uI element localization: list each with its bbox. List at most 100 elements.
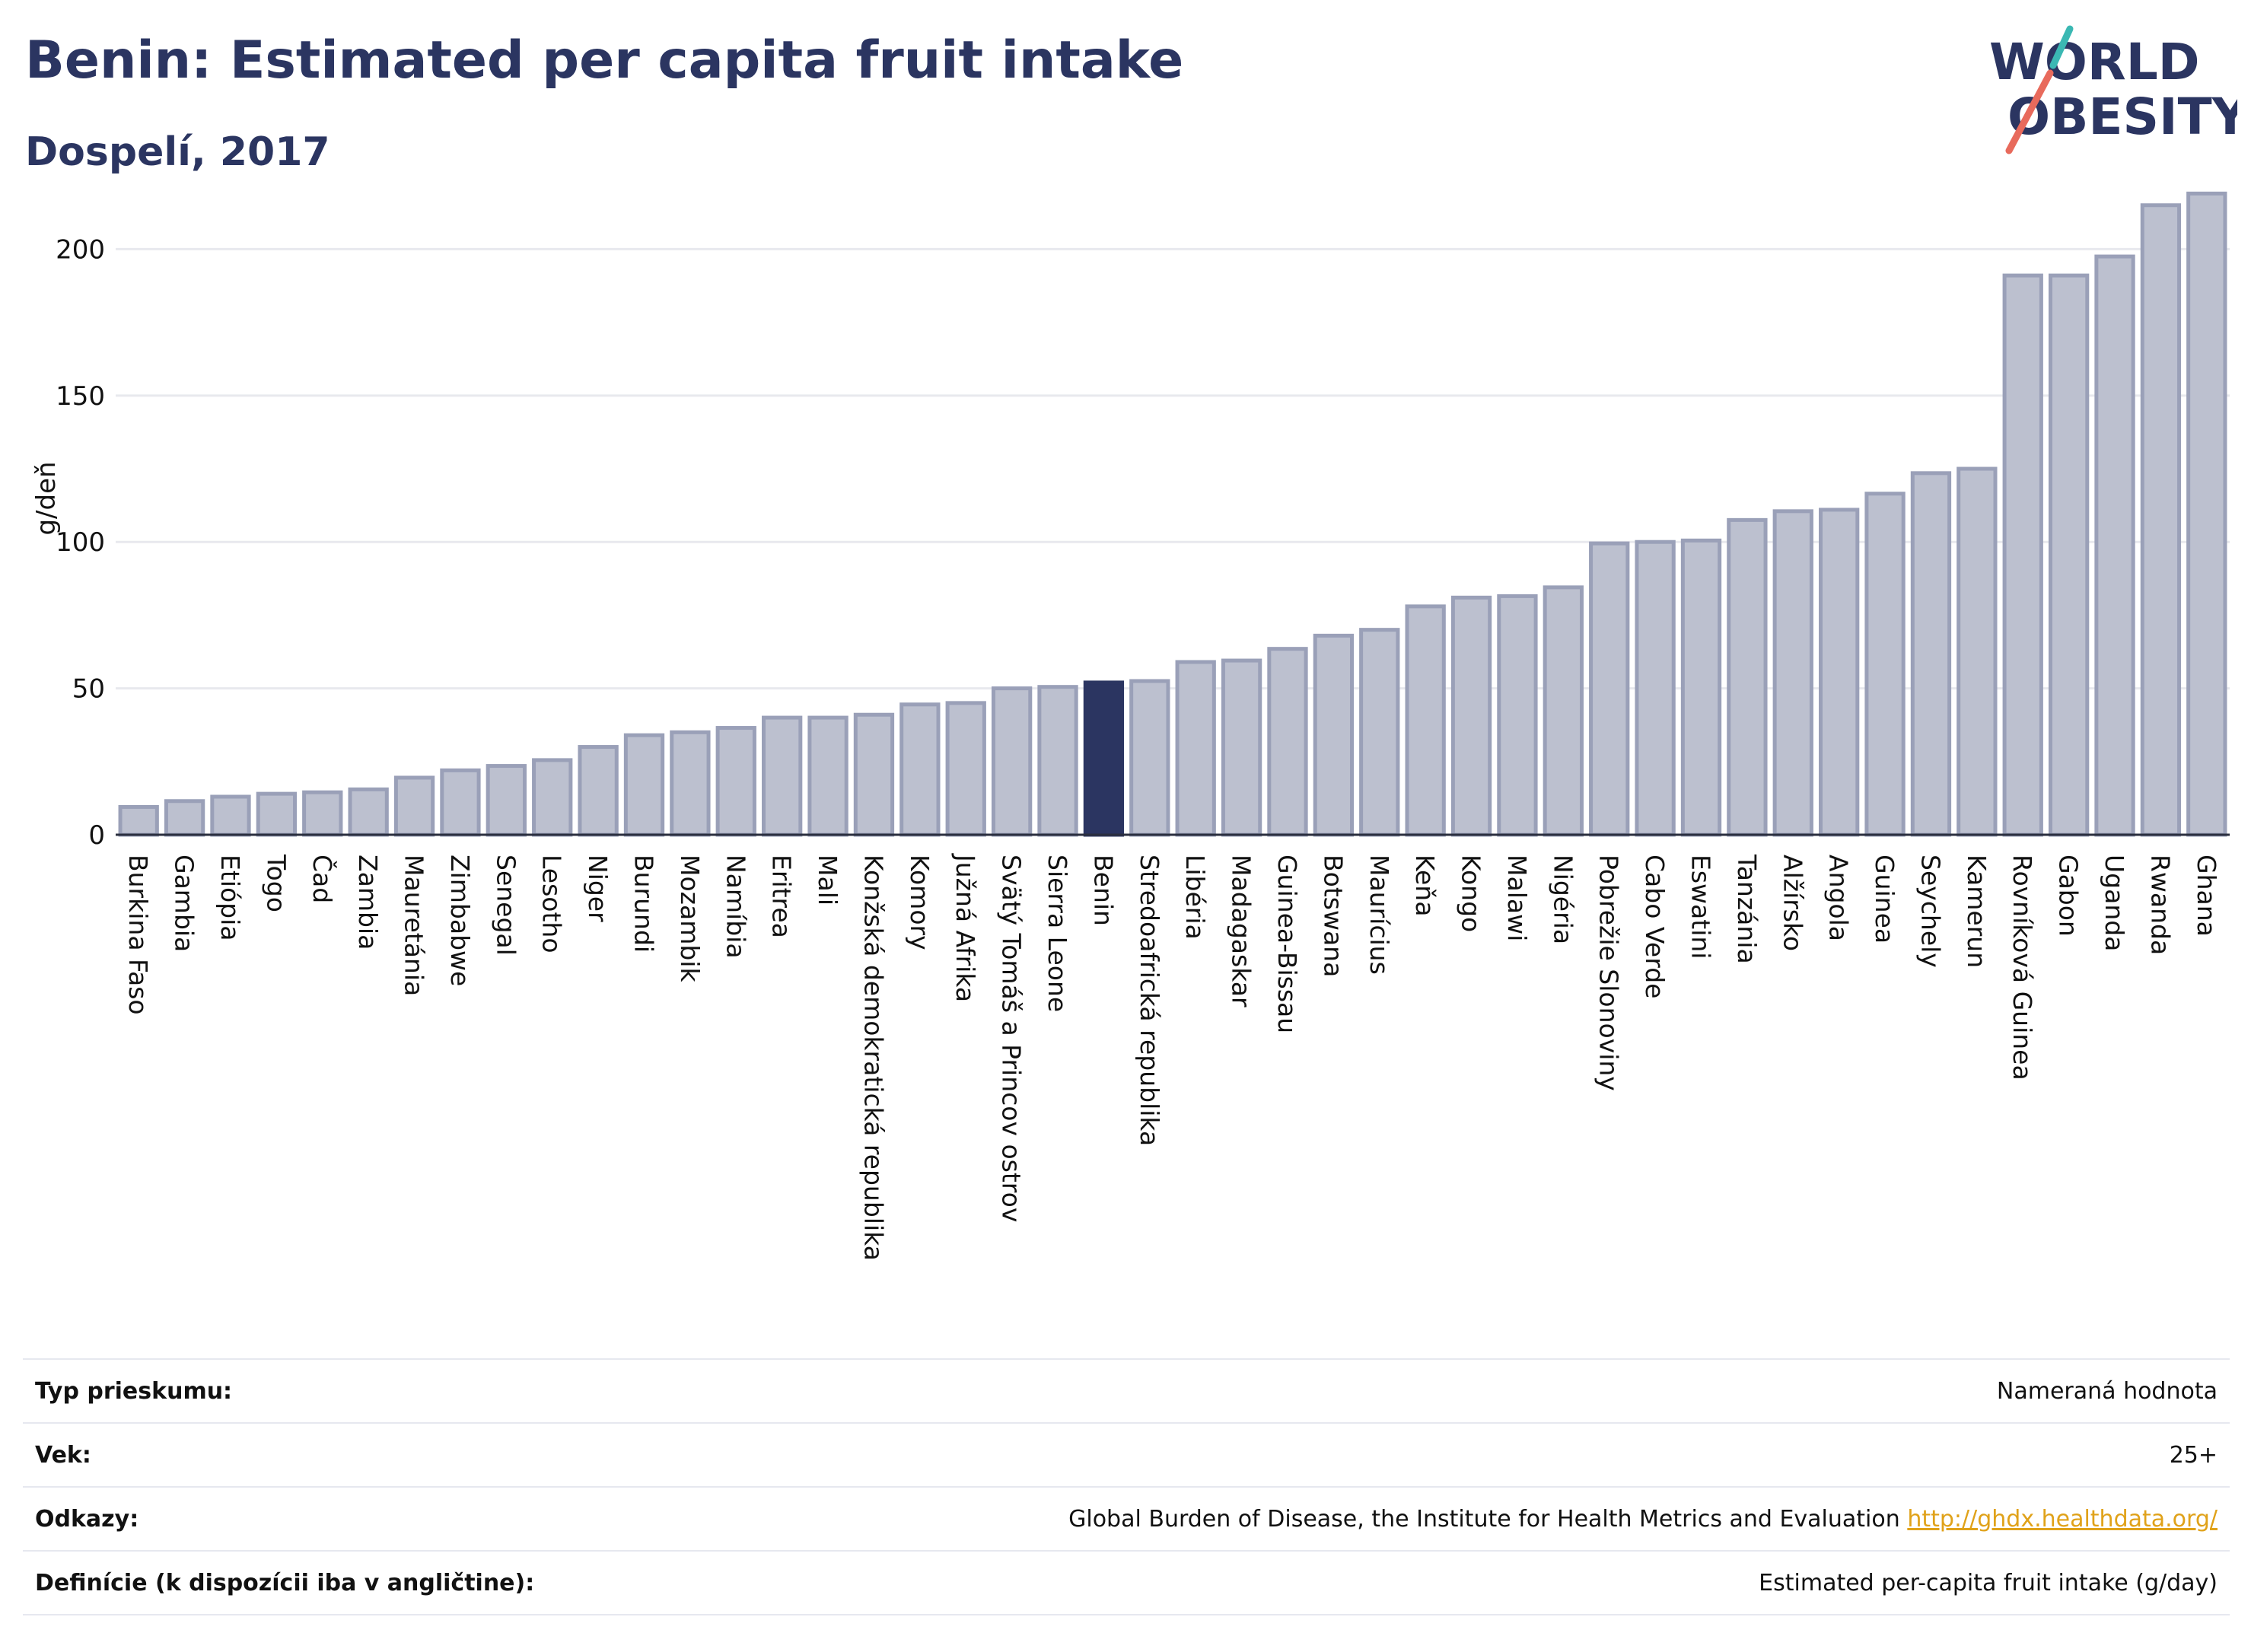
bar-23	[1175, 660, 1216, 837]
bar-4	[302, 790, 343, 837]
x-tick-label: Botswana	[1318, 855, 1348, 977]
logo-line1: WORLD	[1989, 33, 2200, 91]
bar-15	[807, 715, 849, 837]
x-tick-label: Alžírsko	[1778, 855, 1807, 951]
x-tick-label: Rwanda	[2145, 855, 2175, 955]
x-tick-label: Etiópia	[215, 855, 245, 941]
x-tick-label: Tanzánia	[1732, 854, 1762, 964]
bar-32	[1589, 541, 1630, 837]
x-tick-label: Eswatini	[1686, 855, 1716, 959]
source-link[interactable]: http://ghdx.healthdata.org/	[1907, 1505, 2218, 1533]
bar-11	[623, 733, 665, 837]
x-tick-label: Cabo Verde	[1640, 855, 1670, 998]
bar-28	[1405, 604, 1446, 837]
x-tick-label: Zambia	[353, 855, 383, 950]
bar-2	[210, 794, 251, 837]
chart-subtitle: Dospelí, 2017	[25, 129, 330, 175]
info-key: Vek:	[23, 1422, 704, 1487]
x-tick-label: Uganda	[2100, 855, 2129, 951]
x-tick-label: Lesotho	[537, 855, 567, 953]
x-tick-label: Komory	[905, 855, 934, 950]
x-tick-label: Benin	[1088, 855, 1118, 926]
bar-19	[991, 686, 1033, 837]
x-tick-label: Namíbia	[721, 855, 750, 959]
x-tick-label: Sierra Leone	[1043, 855, 1072, 1012]
x-tick-label: Senegal	[491, 855, 521, 956]
x-tick-label: Eritrea	[767, 855, 797, 938]
info-key: Typ prieskumu:	[23, 1358, 704, 1423]
info-value: Nameraná hodnota	[703, 1358, 2230, 1423]
x-tick-label: Rovníková Guinea	[2007, 855, 2037, 1081]
info-row: Definície (k dispozícii iba v angličtine…	[23, 1550, 2230, 1615]
info-value-text: Estimated per-capita fruit intake (g/day…	[1759, 1569, 2218, 1596]
y-tick-label: 50	[72, 674, 105, 705]
x-tick-label: Kongo	[1457, 855, 1486, 932]
bar-3	[256, 791, 298, 837]
x-tick-label: Svätý Tomáš a Princov ostrov	[997, 855, 1027, 1222]
bar-29	[1450, 595, 1492, 837]
info-value: Estimated per-capita fruit intake (g/day…	[703, 1550, 2230, 1615]
x-tick-label: Keňa	[1410, 855, 1440, 916]
y-axis-ticks: 0 50 100 150 200	[56, 234, 105, 851]
x-tick-label: Kamerun	[1962, 855, 1992, 968]
x-tick-label: Burundi	[629, 855, 659, 953]
bar-30	[1497, 594, 1538, 837]
x-tick-label: Maurícius	[1364, 855, 1394, 975]
x-tick-label: Guinea	[1870, 855, 1899, 944]
x-axis-labels: Burkina Faso Gambia Etiópia Togo Čad Zambia Ma…	[123, 853, 2221, 1261]
bar-39	[1910, 471, 1952, 837]
bar-1	[164, 799, 205, 837]
bar-36	[1772, 509, 1813, 837]
bar-41	[2002, 273, 2043, 837]
x-tick-label: Libéria	[1180, 855, 1210, 940]
bar-9	[532, 758, 573, 837]
bar-26	[1313, 633, 1355, 837]
x-tick-label: Burkina Faso	[123, 855, 153, 1015]
info-key: Odkazy:	[23, 1486, 704, 1551]
info-row: Typ prieskumu: Nameraná hodnota	[23, 1358, 2230, 1423]
bar-20	[1037, 685, 1078, 837]
y-tick-label: 200	[56, 234, 105, 265]
bar-31	[1543, 585, 1584, 837]
x-tick-label: Guinea-Bissau	[1272, 855, 1302, 1033]
x-tick-label: Nigéria	[1548, 855, 1578, 944]
x-tick-label: Madagaskar	[1227, 855, 1256, 1007]
bar-0	[118, 804, 159, 837]
bar-34	[1680, 538, 1722, 837]
bar-17	[899, 702, 941, 837]
x-tick-label: Niger	[583, 855, 613, 922]
bar-35	[1727, 517, 1768, 837]
bar-6	[393, 775, 435, 837]
bar-24	[1221, 658, 1262, 837]
bar-8	[486, 764, 527, 837]
info-value-text: Global Burden of Disease, the Institute …	[1068, 1505, 1900, 1533]
bar-14	[762, 715, 803, 837]
x-tick-label: Zimbabwe	[445, 855, 475, 986]
bar-21	[1083, 680, 1125, 837]
x-tick-label: Čad	[307, 855, 338, 903]
bar-25	[1267, 647, 1308, 837]
bar-43	[2094, 254, 2135, 837]
y-tick-label: 0	[88, 820, 105, 851]
y-tick-label: 150	[56, 381, 105, 412]
bar-37	[1819, 508, 1860, 837]
info-value-text: Nameraná hodnota	[1996, 1377, 2218, 1405]
bar-33	[1635, 540, 1676, 837]
world-obesity-logo: WORLD OBESITY	[1989, 25, 2237, 154]
chart-title: Benin: Estimated per capita fruit intake	[25, 30, 1184, 91]
x-tick-label: Mozambik	[675, 855, 705, 982]
bar-16	[853, 712, 895, 837]
x-tick-label: Stredoafrická republika	[1135, 855, 1164, 1146]
bar-44	[2140, 203, 2182, 837]
y-axis-label: g/deň	[31, 461, 62, 535]
x-tick-label: Angola	[1824, 855, 1854, 941]
x-tick-label: Mauretánia	[400, 855, 429, 996]
x-tick-label: Malawi	[1502, 855, 1532, 941]
info-value: 25+	[703, 1422, 2230, 1487]
bars	[118, 191, 2227, 837]
x-tick-label: Konžská demokratická republika	[858, 855, 888, 1261]
bar-42	[2048, 273, 2090, 837]
info-row: Odkazy: Global Burden of Disease, the Ins…	[23, 1486, 2230, 1551]
logo-line2: OBESITY	[2007, 88, 2237, 146]
bar-18	[945, 701, 986, 837]
